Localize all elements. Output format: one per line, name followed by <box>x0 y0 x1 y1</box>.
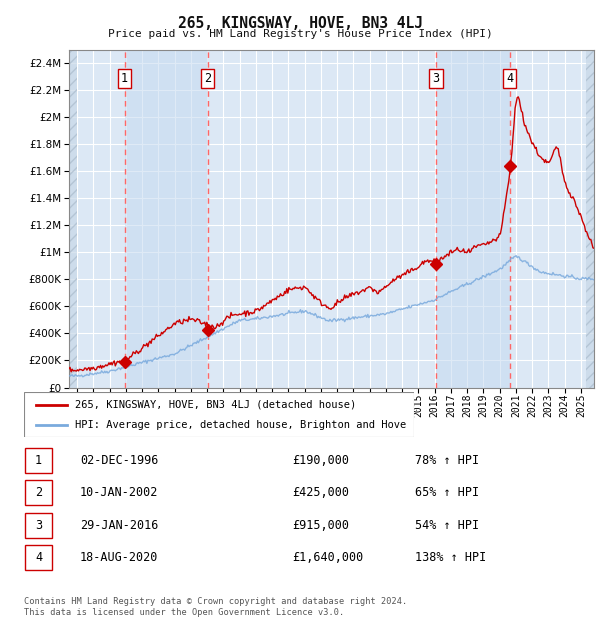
Text: 78% ↑ HPI: 78% ↑ HPI <box>415 454 479 467</box>
Text: 2: 2 <box>204 72 211 85</box>
Text: 3: 3 <box>35 519 42 532</box>
Text: Contains HM Land Registry data © Crown copyright and database right 2024.
This d: Contains HM Land Registry data © Crown c… <box>24 598 407 617</box>
Text: Price paid vs. HM Land Registry's House Price Index (HPI): Price paid vs. HM Land Registry's House … <box>107 29 493 39</box>
Text: £190,000: £190,000 <box>292 454 349 467</box>
Bar <box>586 50 594 388</box>
Text: 10-JAN-2002: 10-JAN-2002 <box>80 487 158 500</box>
Text: 265, KINGSWAY, HOVE, BN3 4LJ: 265, KINGSWAY, HOVE, BN3 4LJ <box>178 16 422 30</box>
Text: 138% ↑ HPI: 138% ↑ HPI <box>415 551 486 564</box>
Text: 02-DEC-1996: 02-DEC-1996 <box>80 454 158 467</box>
Text: 265, KINGSWAY, HOVE, BN3 4LJ (detached house): 265, KINGSWAY, HOVE, BN3 4LJ (detached h… <box>75 399 356 410</box>
Text: 18-AUG-2020: 18-AUG-2020 <box>80 551 158 564</box>
Bar <box>436 50 510 388</box>
Bar <box>25 480 52 505</box>
Bar <box>25 448 52 473</box>
Text: 3: 3 <box>433 72 440 85</box>
Text: 29-JAN-2016: 29-JAN-2016 <box>80 519 158 532</box>
Text: £915,000: £915,000 <box>292 519 349 532</box>
Bar <box>69 50 77 388</box>
Text: HPI: Average price, detached house, Brighton and Hove: HPI: Average price, detached house, Brig… <box>75 420 406 430</box>
Text: 2: 2 <box>35 487 42 500</box>
Text: 4: 4 <box>506 72 514 85</box>
Text: £1,640,000: £1,640,000 <box>292 551 363 564</box>
Bar <box>25 545 52 570</box>
Text: 54% ↑ HPI: 54% ↑ HPI <box>415 519 479 532</box>
Bar <box>25 513 52 538</box>
Text: 4: 4 <box>35 551 42 564</box>
Text: 1: 1 <box>35 454 42 467</box>
Text: £425,000: £425,000 <box>292 487 349 500</box>
Bar <box>125 50 208 388</box>
Text: 65% ↑ HPI: 65% ↑ HPI <box>415 487 479 500</box>
Text: 1: 1 <box>121 72 128 85</box>
